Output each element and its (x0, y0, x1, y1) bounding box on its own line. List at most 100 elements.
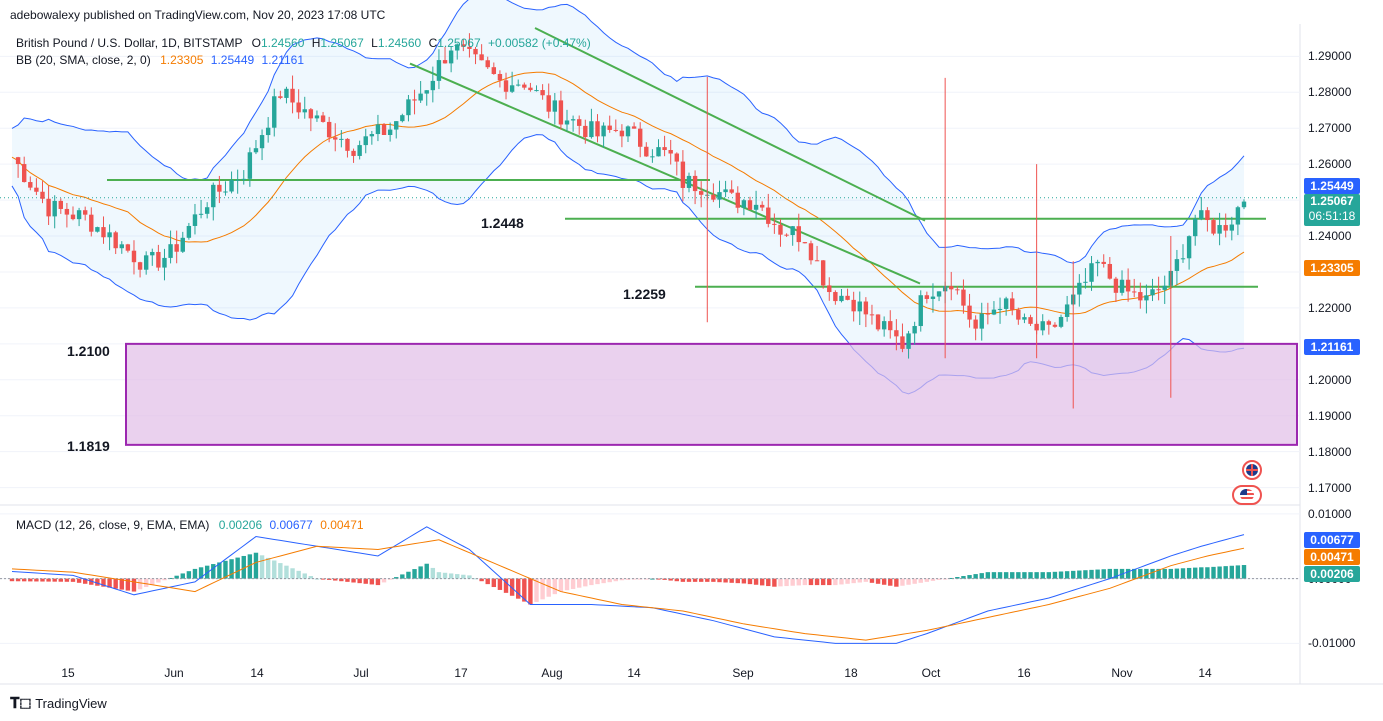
macd-hist-bar (1034, 572, 1039, 579)
candle-body (1199, 210, 1204, 219)
macd-hist-bar (967, 575, 972, 579)
price-tick-label: 1.28000 (1308, 85, 1352, 100)
candle-body (223, 191, 228, 193)
bb-info: BB (20, SMA, close, 2, 0) 1.23305 1.2544… (16, 53, 304, 67)
macd-hist-bar (1223, 566, 1228, 579)
macd-hist-bar (997, 572, 1003, 579)
candle-body (52, 200, 57, 217)
candle-body (1132, 291, 1137, 293)
candle-body (601, 125, 606, 137)
macd-hist-bar (1089, 569, 1094, 579)
candle-body (1058, 316, 1064, 327)
macd-hist-bar (1217, 566, 1222, 579)
candle-body (759, 204, 765, 208)
macd-hist-bar (363, 578, 368, 584)
bb-upper-value: 1.25449 (210, 53, 255, 67)
macd-hist-bar (656, 578, 661, 580)
candle-body (1064, 304, 1070, 317)
macd-hist-bar (717, 578, 722, 583)
macd-signal-value: 0.00471 (320, 518, 364, 532)
candle-body (21, 164, 27, 183)
candle-body (1083, 281, 1088, 283)
candle-body (326, 121, 332, 138)
macd-hist-bar (1162, 568, 1167, 579)
macd-hist-bar (1083, 570, 1088, 579)
candle-body (217, 184, 222, 192)
macd-hist-bar (125, 578, 131, 591)
level-label-2: 1.2259 (623, 286, 666, 302)
macd-hist-bar (613, 578, 619, 582)
macd-hist-bar (845, 578, 850, 584)
candle-body (906, 333, 911, 349)
macd-hist-bar (1003, 572, 1009, 579)
macd-hist-bar (198, 567, 204, 579)
macd-hist-bar (497, 578, 503, 590)
macd-hist-bar (516, 578, 521, 599)
macd-hist-bar (1046, 572, 1052, 579)
candle-body (961, 289, 966, 306)
macd-hist-bar (930, 578, 936, 581)
macd-hist-bar (949, 577, 954, 579)
ohlc-high: 1.25067 (320, 36, 364, 50)
macd-hist-bar (1052, 571, 1058, 579)
time-tick-label: Aug (541, 666, 563, 680)
macd-tick-label: -0.01000 (1308, 636, 1356, 651)
candle-body (1211, 220, 1216, 234)
candle-body (546, 95, 551, 112)
candle-body (869, 314, 875, 316)
usd-flag-icon[interactable] (1232, 485, 1262, 505)
candle-body (595, 121, 600, 137)
macd-hist-bar (217, 562, 222, 579)
macd-hist-bar (143, 578, 149, 588)
candle-body (284, 88, 289, 98)
candle-body (723, 189, 728, 193)
candle-body (1223, 225, 1228, 231)
macd-hist-bar (186, 571, 192, 579)
ohlc-low-label: L (371, 36, 378, 50)
candle-body (997, 308, 1003, 310)
gbp-flag-icon[interactable] (1242, 460, 1262, 480)
candle-body (211, 184, 216, 208)
symbol-title: British Pound / U.S. Dollar, 1D, BITSTAM… (16, 36, 243, 50)
candle-body (131, 250, 137, 263)
candle-body (1089, 263, 1094, 282)
candle-body (808, 243, 814, 261)
candle-body (973, 319, 978, 329)
candle-body (1193, 218, 1198, 237)
macd-hist-bar (1077, 570, 1082, 579)
macd-hist-bar (918, 578, 923, 583)
candle-body (516, 84, 521, 86)
candle-body (229, 179, 234, 192)
macd-hist-bar (162, 578, 167, 581)
candle-body (534, 90, 539, 92)
macd-hist-bar (741, 578, 747, 584)
candle-body (674, 153, 679, 162)
candle-body (1217, 225, 1222, 234)
candle-body (875, 314, 881, 330)
macd-hist-bar (631, 578, 637, 580)
candle-body (753, 204, 759, 210)
macd-hist-bar (394, 577, 399, 579)
candle-body (64, 208, 70, 215)
candle-body (1028, 317, 1033, 324)
candle-body (436, 60, 442, 81)
candle-body (412, 99, 417, 101)
macd-signal-badge: 0.00471 (1304, 549, 1360, 565)
last-price: 1.25067 (1310, 194, 1354, 208)
macd-hist-bar (461, 574, 466, 579)
candle-body (900, 336, 905, 349)
candle-body (625, 126, 631, 137)
candle-body (15, 157, 21, 165)
candle-body (162, 257, 167, 268)
macd-hist-bar (357, 578, 362, 584)
macd-hist-bar (137, 578, 143, 590)
candle-body (1205, 210, 1210, 221)
candle-body (247, 152, 253, 179)
candle-body (461, 44, 466, 47)
macd-hist-bar (1180, 568, 1186, 579)
macd-hist-bar (680, 578, 686, 582)
tradingview-brand[interactable]: 𝐓⬚ TradingView (10, 695, 107, 712)
candle-body (278, 96, 283, 98)
